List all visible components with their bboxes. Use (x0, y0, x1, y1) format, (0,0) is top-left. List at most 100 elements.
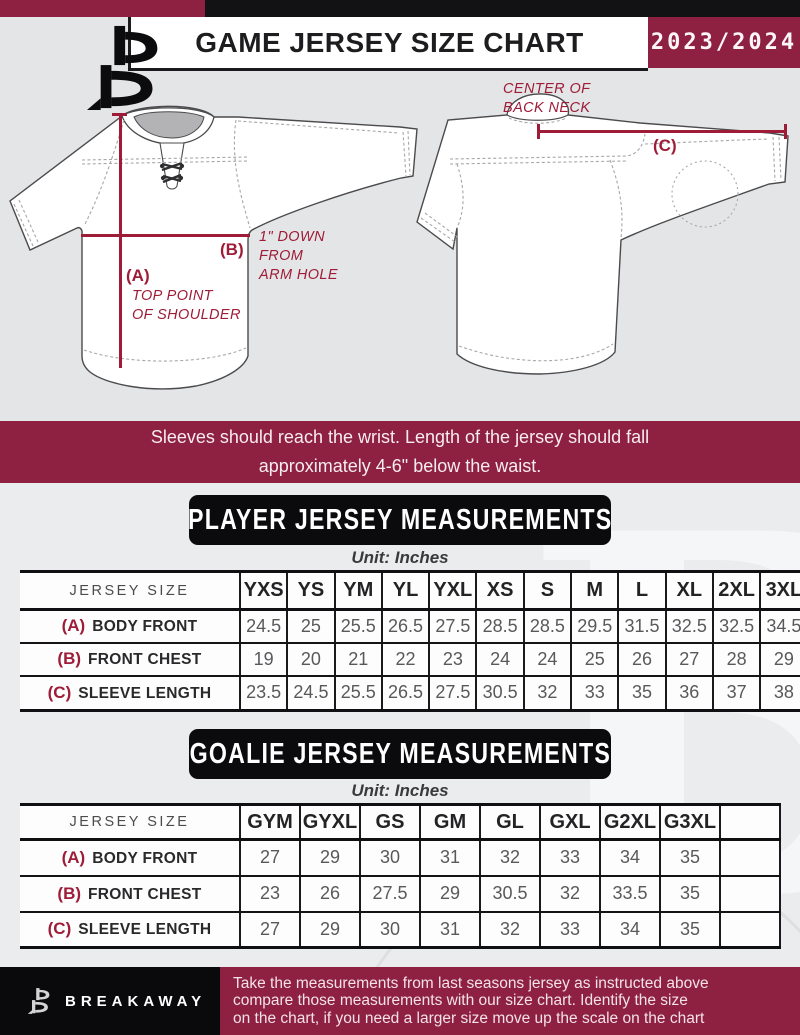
goalie-unit-label: Unit: Inches (351, 781, 449, 800)
jersey-back-diagram (416, 93, 789, 375)
measurement-value: 25 (286, 608, 336, 644)
size-column-header: YM (333, 570, 383, 611)
size-column-header: S (522, 570, 573, 611)
measurement-value: 27 (239, 838, 301, 877)
size-column-header: GXL (539, 803, 601, 841)
measurement-row-label: (B) FRONT CHEST (20, 874, 241, 913)
season-label: 2023/2024 (650, 30, 798, 55)
size-column-header: G3XL (659, 803, 721, 841)
measurement-value: 25.5 (333, 674, 383, 712)
measurement-value: 32 (539, 874, 601, 913)
measurement-value (719, 910, 781, 949)
brand-name: BREAKAWAY (65, 992, 207, 1010)
measurement-value: 36 (664, 674, 714, 712)
top-strip-black (205, 0, 800, 17)
label-a: (A) (126, 266, 150, 285)
label-c: (C) (653, 136, 677, 155)
measurement-value: 34 (599, 838, 661, 877)
jersey-size-header: JERSEY SIZE (20, 570, 241, 611)
jersey-front-diagram (9, 105, 418, 390)
size-column-header: M (570, 570, 620, 611)
measurement-value: 32 (479, 838, 541, 877)
size-column-header: YXL (428, 570, 478, 611)
measurement-value: 26 (299, 874, 361, 913)
measurement-value (719, 838, 781, 877)
footer-brand-block: BREAKAWAY (0, 967, 220, 1035)
measurement-value: 24.5 (286, 674, 336, 712)
measurement-value: 25 (570, 641, 620, 677)
measurement-value: 28.5 (475, 608, 525, 644)
measurement-row-label: (A) BODY FRONT (20, 608, 241, 644)
top-strip-maroon (0, 0, 205, 17)
measurement-value (719, 874, 781, 913)
measurement-value: 35 (659, 910, 721, 949)
measurement-value: 37 (711, 674, 762, 712)
page-title: GAME JERSEY SIZE CHART (195, 26, 584, 58)
measurement-value: 32 (479, 910, 541, 949)
measurement-value: 24 (475, 641, 525, 677)
measurement-value: 30.5 (479, 874, 541, 913)
measure-c-line (538, 130, 786, 133)
jersey-size-header: JERSEY SIZE (20, 803, 241, 841)
measurement-value: 19 (238, 641, 289, 677)
measure-c-tick-left (537, 124, 540, 139)
measurement-value: 29 (759, 641, 800, 677)
measurement-value: 30.5 (475, 674, 525, 712)
note-a: TOP POINT OF SHOULDER (132, 288, 241, 324)
measurement-value: 33 (570, 674, 620, 712)
measurement-value: 28.5 (522, 608, 573, 644)
measurement-value: 31 (419, 910, 481, 949)
measurement-value: 32.5 (664, 608, 714, 644)
measurement-value: 23 (428, 641, 478, 677)
size-column-header: YXS (238, 570, 289, 611)
footer-note-line2: compare those measurements with our size… (233, 992, 688, 1010)
measurement-value: 25.5 (333, 608, 383, 644)
size-column-header: GYM (239, 803, 301, 841)
measurement-value: 26.5 (380, 674, 431, 712)
measurement-value: 26 (617, 641, 667, 677)
breakaway-footer-logo-icon (27, 988, 50, 1014)
size-column-header: GL (479, 803, 541, 841)
size-column-header: YL (380, 570, 431, 611)
measurement-value: 35 (659, 838, 721, 877)
measurement-value: 38 (759, 674, 800, 712)
size-column-header: 3XL (759, 570, 800, 611)
measurement-value: 33.5 (599, 874, 661, 913)
measurement-value: 27 (239, 910, 301, 949)
size-column-header: GS (359, 803, 421, 841)
measurement-value: 31.5 (617, 608, 667, 644)
measurement-value: 27.5 (359, 874, 421, 913)
size-column-header: XS (475, 570, 525, 611)
measurement-value: 22 (380, 641, 431, 677)
measurement-value: 35 (659, 874, 721, 913)
measurement-value: 31 (419, 838, 481, 877)
measurement-value: 33 (539, 838, 601, 877)
note-b: 1" DOWN FROM ARM HOLE (259, 229, 338, 284)
size-column-header: XL (664, 570, 714, 611)
measurement-value: 27 (664, 641, 714, 677)
fit-note-text: Sleeves should reach the wrist. Length o… (150, 427, 650, 476)
player-unit-label: Unit: Inches (351, 548, 449, 567)
fit-note-banner: Sleeves should reach the wrist. Length o… (0, 421, 800, 483)
measurement-value: 32 (522, 674, 573, 712)
label-b: (B) (220, 240, 244, 259)
measure-a-line (119, 114, 122, 368)
measurement-value: 21 (333, 641, 383, 677)
measurement-value: 33 (539, 910, 601, 949)
measurement-value: 23 (239, 874, 301, 913)
player-size-table: JERSEY SIZE YXS YS YM YL YXL XS S M L XL 2XL 3XL (A) B… (20, 570, 800, 712)
measure-a-cap (112, 113, 127, 116)
measurement-value: 34.5 (759, 608, 800, 644)
goalie-section-title: GOALIE JERSEY MEASUREMENTS (189, 729, 611, 779)
measurement-row-label: (A) BODY FRONT (20, 838, 241, 877)
measurement-value: 29 (299, 910, 361, 949)
footer-note-line1: Take the measurements from last seasons … (233, 974, 709, 992)
measurement-value: 30 (359, 910, 421, 949)
measurement-value: 32.5 (711, 608, 762, 644)
footer-note-block: Take the measurements from last seasons … (220, 967, 800, 1035)
measurement-value: 24.5 (238, 608, 289, 644)
measurement-value: 35 (617, 674, 667, 712)
measurement-value: 27.5 (428, 674, 478, 712)
page-title-bar: GAME JERSEY SIZE CHART (128, 17, 648, 71)
measurement-value: 26.5 (380, 608, 431, 644)
